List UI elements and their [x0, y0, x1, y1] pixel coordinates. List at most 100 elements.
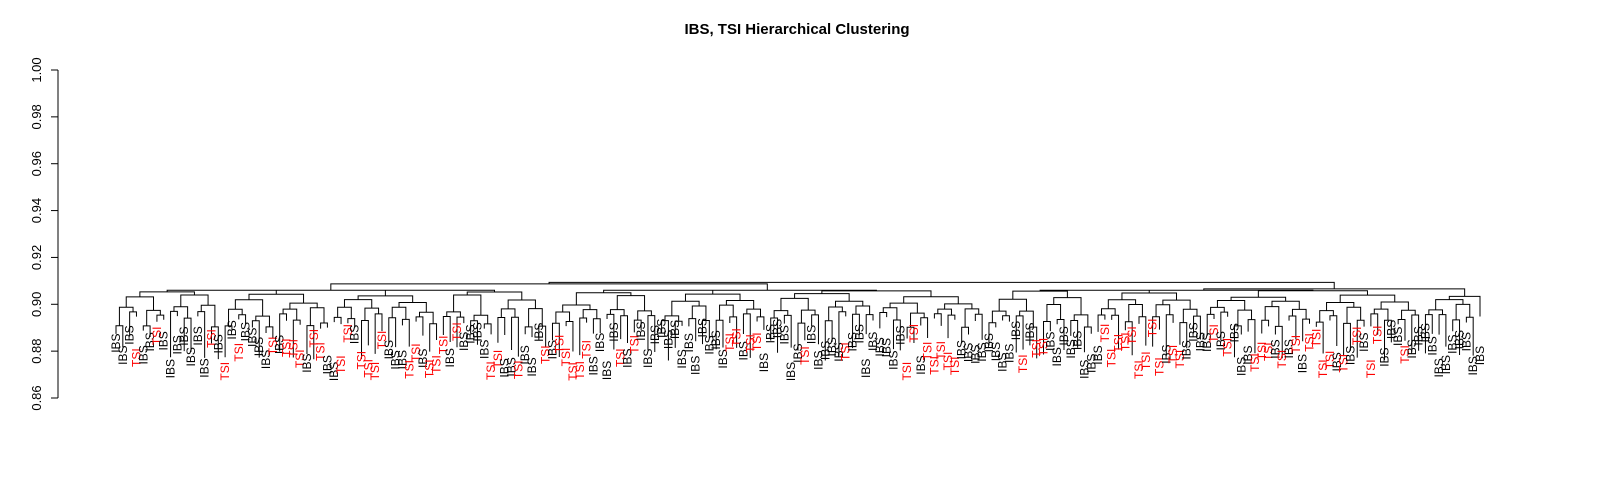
leaf-label: TSI	[743, 334, 757, 353]
leaf-label: IBS	[1227, 323, 1241, 342]
leaf-label: TSI	[1316, 359, 1330, 378]
leaf-label: IBS	[1050, 347, 1064, 366]
leaf-label: IBS	[505, 357, 519, 376]
leaf-label: IBS	[477, 340, 491, 359]
leaf-label: TSI	[1262, 342, 1276, 361]
leaf-label: IBS	[443, 348, 457, 367]
leaf-label: TSI	[1105, 349, 1119, 368]
leaf-label: IBS	[1187, 322, 1201, 341]
leaf-label: TSI	[280, 338, 294, 357]
leaf-label: TSI	[839, 342, 853, 361]
leaf-label: IBS	[273, 335, 287, 354]
leaf-label: TSI	[1112, 334, 1126, 353]
leaf-label: IBS	[1432, 358, 1446, 377]
leaf-label: IBS	[1439, 355, 1453, 374]
leaf-label: IBS	[777, 325, 791, 344]
leaf-label: IBS	[1084, 354, 1098, 373]
leaf-label: IBS	[1384, 320, 1398, 339]
leaf-label: TSI	[511, 360, 525, 379]
leaf-label: IBS	[771, 319, 785, 338]
dendrogram-branch-lines	[115, 281, 1481, 361]
leaf-label: TSI	[1166, 345, 1180, 364]
leaf-label: TSI	[341, 324, 355, 343]
leaf-label: IBS	[655, 319, 669, 338]
leaf-label: IBS	[1425, 336, 1439, 355]
leaf-label: IBS	[873, 337, 887, 356]
leaf-label: TSI	[368, 362, 382, 381]
leaf-label: TSI	[1146, 319, 1160, 338]
leaf-label: TSI	[921, 342, 935, 361]
leaf-label: IBS	[641, 349, 655, 368]
leaf-label: IBS	[709, 330, 723, 349]
leaf-label: IBS	[668, 320, 682, 339]
leaf-label: IBS	[702, 335, 716, 354]
leaf-label: TSI	[927, 356, 941, 375]
leaf-label: TSI	[934, 341, 948, 360]
leaf-label: IBS	[1091, 345, 1105, 364]
leaf-label: TSI	[436, 336, 450, 355]
leaf-label: IBS	[1378, 347, 1392, 366]
leaf-label: TSI	[1371, 325, 1385, 344]
leaf-label: TSI	[948, 357, 962, 376]
leaf-label: IBS	[320, 355, 334, 374]
leaf-label: IBS	[648, 325, 662, 344]
leaf-label: TSI	[1098, 324, 1112, 343]
leaf-label: IBS	[1296, 354, 1310, 373]
leaf-label: TSI	[900, 362, 914, 381]
leaf-label: IBS	[1002, 344, 1016, 363]
y-tick-label: 0.98	[29, 104, 44, 129]
leaf-label: IBS	[177, 326, 191, 345]
leaf-label: TSI	[293, 349, 307, 368]
leaf-label: IBS	[389, 350, 403, 369]
leaf-label: TSI	[361, 359, 375, 378]
leaf-label: TSI	[232, 343, 246, 362]
leaf-label: IBS	[1357, 332, 1371, 351]
leaf-label: TSI	[430, 355, 444, 374]
leaf-label: IBS	[123, 325, 137, 344]
leaf-label: IBS	[470, 322, 484, 341]
leaf-label: IBS	[1193, 332, 1207, 351]
leaf-label: IBS	[109, 333, 123, 352]
leaf-label: TSI	[798, 346, 812, 365]
leaf-label: IBS	[1343, 346, 1357, 365]
leaf-label: TSI	[1016, 354, 1030, 373]
leaf-label: TSI	[1173, 350, 1187, 369]
leaf-label: IBS	[880, 338, 894, 357]
y-tick-label: 0.86	[29, 385, 44, 410]
leaf-label: IBS	[846, 332, 860, 351]
leaf-label: TSI	[204, 329, 218, 348]
leaf-label: TSI	[1118, 332, 1132, 351]
leaf-label: IBS	[1466, 356, 1480, 375]
leaf-label: IBS	[225, 320, 239, 339]
leaf-label: IBS	[805, 325, 819, 344]
leaf-label: IBS	[525, 357, 539, 376]
leaf-label: TSI	[450, 322, 464, 341]
leaf-label: TSI	[1309, 329, 1323, 348]
y-tick-label: 0.96	[29, 151, 44, 176]
leaf-label: IBS	[1023, 322, 1037, 341]
leaf-label: IBS	[634, 322, 648, 341]
leaf-label: IBS	[518, 345, 532, 364]
leaf-label: TSI	[552, 335, 566, 354]
leaf-label: TSI	[539, 345, 553, 364]
leaf-label: IBS	[464, 324, 478, 343]
leaf-label: TSI	[1207, 324, 1221, 343]
leaf-label: IBS	[852, 324, 866, 343]
leaf-label: IBS	[675, 349, 689, 368]
leaf-label: IBS	[157, 331, 171, 350]
y-axis: 0.86 0.88 0.90 0.92 0.94 0.96 0.98 1.00	[29, 57, 59, 411]
leaf-label: IBS	[975, 342, 989, 361]
leaf-label: IBS	[1391, 327, 1405, 346]
leaf-label: TSI	[907, 324, 921, 343]
leaf-label: IBS	[832, 342, 846, 361]
leaf-label: IBS	[416, 349, 430, 368]
leaf-label: IBS	[791, 344, 805, 363]
leaf-label: TSI	[129, 348, 143, 367]
leaf-label: IBS	[191, 326, 205, 345]
leaf-label: TSI	[1398, 345, 1412, 364]
leaf-label: TSI	[409, 343, 423, 362]
leaf-label: TSI	[723, 333, 737, 352]
leaf-label: IBS	[1009, 321, 1023, 340]
chart-title: IBS, TSI Hierarchical Clustering	[684, 21, 909, 38]
